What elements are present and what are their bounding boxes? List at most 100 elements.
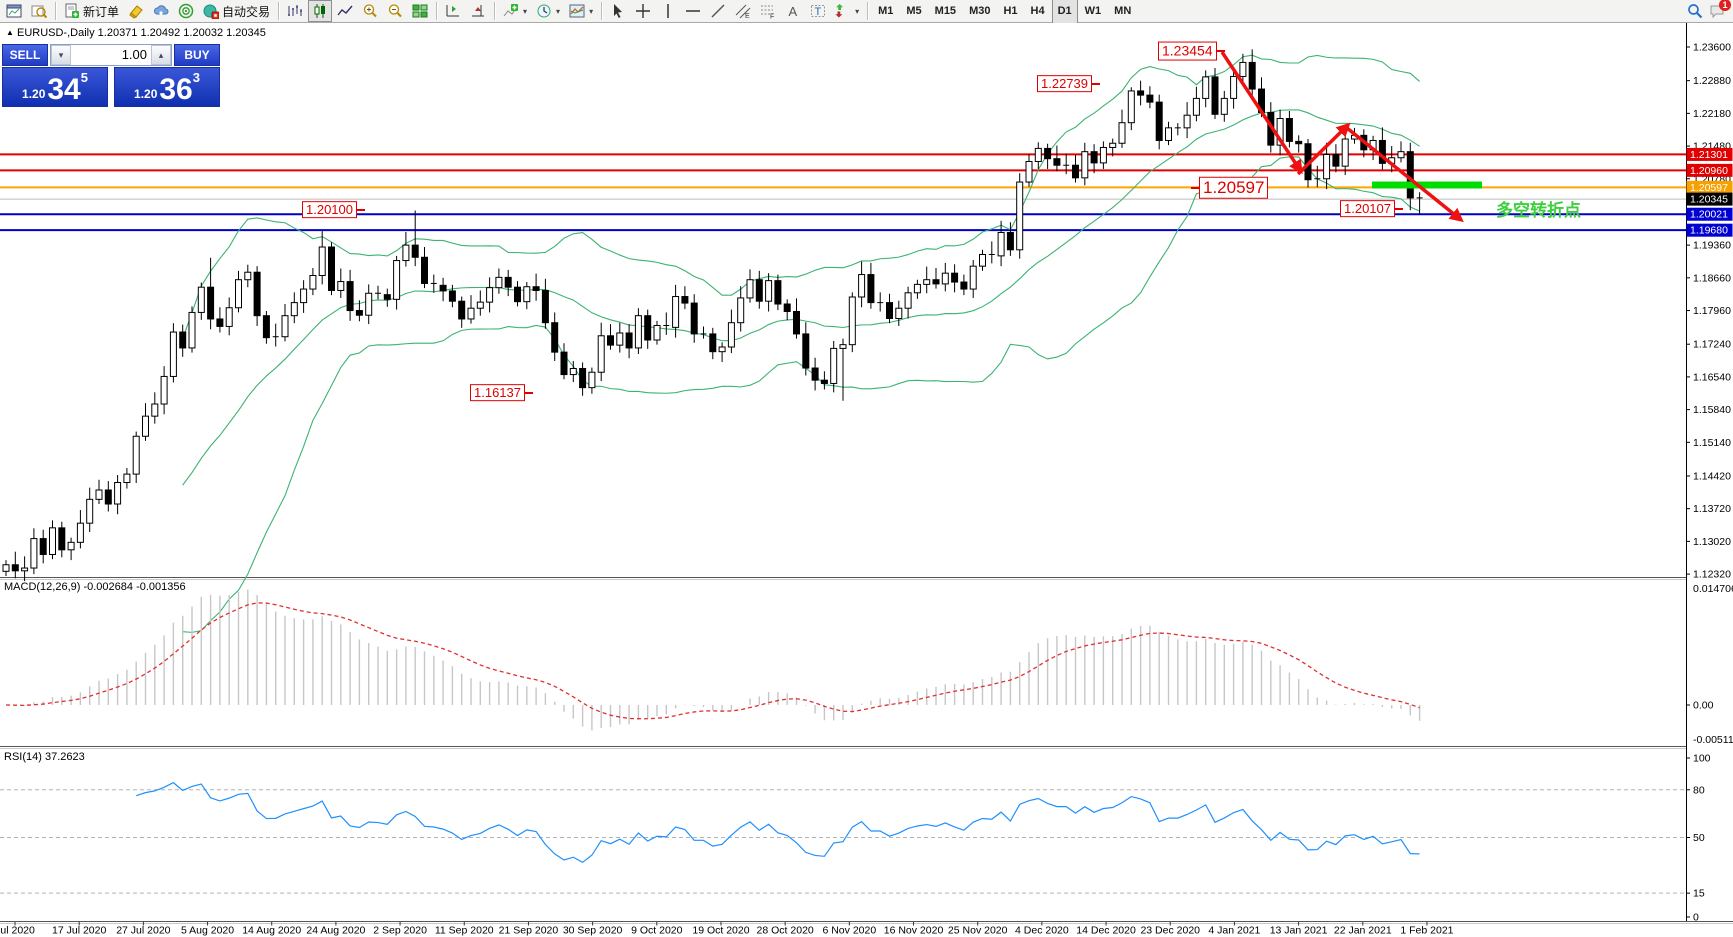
timeframe-m1[interactable]: M1 — [878, 5, 894, 17]
signals-button[interactable] — [174, 0, 198, 22]
symbol-ohlc-text: EURUSD-,Daily 1.20371 1.20492 1.20032 1.… — [16, 27, 266, 39]
indicators-button[interactable]: ▾ — [499, 0, 531, 22]
notifications-button[interactable]: 1 — [1709, 0, 1731, 19]
zoom-in-button[interactable] — [358, 0, 382, 22]
sell-button[interactable]: SELL — [2, 44, 48, 66]
tile-windows-button[interactable] — [408, 0, 432, 22]
svg-text:1.15840: 1.15840 — [1693, 404, 1731, 416]
trend-arrows[interactable] — [1220, 51, 1464, 223]
timeframe-d1[interactable]: D1 — [1051, 0, 1078, 24]
svg-text:F: F — [770, 14, 774, 20]
timeframe-h4[interactable]: H4 — [1030, 5, 1045, 17]
line-chart-icon — [337, 5, 353, 16]
volume-value[interactable]: 1.00 — [121, 47, 147, 62]
cursor-tool-button[interactable] — [606, 0, 630, 22]
text-label-icon: T — [811, 5, 826, 18]
crosshair-tool-button[interactable] — [631, 0, 655, 22]
autotrading-button[interactable]: 自动交易 — [199, 0, 274, 22]
new-order-button[interactable]: 新订单 — [60, 0, 123, 22]
horizontal-line-icon — [686, 10, 701, 12]
timeframe-m5[interactable]: M5 — [906, 5, 922, 17]
new-chart-button[interactable] — [2, 0, 26, 22]
zoom-out-button[interactable] — [383, 0, 407, 22]
svg-text:Jul 2020: Jul 2020 — [0, 925, 35, 937]
sell-price-prefix: 1.20 — [22, 87, 46, 101]
svg-text:A: A — [789, 4, 798, 19]
one-click-trading-panel: SELL ▾ 1.00 ▴ BUY 1.20 34 5 1.20 36 3 — [2, 44, 220, 107]
fibonacci-tool-button[interactable]: F — [756, 0, 780, 22]
price-label[interactable]: 1.20107 — [1340, 200, 1395, 218]
vertical-line-icon — [667, 4, 669, 18]
svg-text:11 Sep 2020: 11 Sep 2020 — [435, 925, 494, 937]
chevron-down-icon: ▾ — [523, 6, 528, 16]
horizontal-level-lines[interactable] — [0, 153, 1686, 232]
down-arrow-icon: ▾ — [58, 49, 64, 60]
svg-text:1.15140: 1.15140 — [1693, 437, 1731, 449]
price-label[interactable]: 1.22739 — [1037, 75, 1092, 93]
trendline-tool-button[interactable] — [706, 0, 730, 22]
community-button[interactable] — [149, 0, 173, 22]
periods-button[interactable]: ▾ — [532, 0, 564, 22]
svg-text:100: 100 — [1693, 753, 1711, 765]
search-icon[interactable] — [1687, 3, 1703, 19]
chart-shift-icon — [472, 5, 485, 17]
up-arrow-icon: ▴ — [158, 49, 164, 60]
buy-button[interactable]: BUY — [174, 44, 220, 66]
chevron-down-icon: ▾ — [855, 6, 860, 16]
price-label[interactable]: 1.16137 — [470, 384, 525, 402]
timeframe-w1[interactable]: W1 — [1084, 5, 1102, 17]
styler-button[interactable] — [124, 0, 148, 22]
price-label-connector — [525, 392, 533, 394]
text-tool-button[interactable]: A — [781, 0, 805, 22]
buy-price[interactable]: 1.20 36 3 — [114, 67, 220, 107]
vertical-line-tool-button[interactable] — [656, 0, 680, 22]
profiles-button[interactable] — [27, 0, 51, 22]
svg-text:24 Aug 2020: 24 Aug 2020 — [306, 925, 365, 937]
svg-text:30 Sep 2020: 30 Sep 2020 — [563, 925, 623, 937]
auto-scroll-button[interactable] — [441, 0, 465, 22]
chart-shift-button[interactable] — [466, 0, 490, 22]
volume-decrease-button[interactable]: ▾ — [51, 45, 71, 65]
autotrading-icon — [203, 4, 220, 19]
notification-badge: 1 — [1719, 0, 1731, 11]
arrows-tool-button[interactable]: ▾ — [831, 0, 863, 22]
sell-price[interactable]: 1.20 34 5 — [2, 67, 108, 107]
price-label[interactable]: 1.20597 — [1199, 176, 1269, 199]
macd-indicator — [5, 589, 1421, 731]
horizontal-line-tool-button[interactable] — [681, 0, 705, 22]
price-label[interactable]: 1.20100 — [302, 201, 357, 219]
date-axis[interactable]: Jul 2020 17 Jul 2020 27 Jul 2020 5 Aug 2020… — [0, 922, 1454, 937]
bar-chart-button[interactable] — [283, 0, 307, 22]
svg-text:0: 0 — [1693, 912, 1699, 924]
rsi-label: RSI(14) 37.2623 — [4, 751, 85, 763]
candlestick-chart-button[interactable] — [308, 0, 333, 22]
price-label[interactable]: 1.23454 — [1158, 41, 1217, 61]
text-label-tool-button[interactable]: T — [806, 0, 830, 22]
timeframe-m15[interactable]: M15 — [934, 5, 957, 17]
svg-text:17 Jul 2020: 17 Jul 2020 — [52, 925, 106, 937]
chart-window-icon — [6, 4, 22, 18]
buy-price-sup: 3 — [192, 70, 200, 85]
panel-frames — [0, 577, 1733, 924]
volume-increase-button[interactable]: ▴ — [151, 45, 171, 65]
new-order-icon — [65, 3, 79, 18]
price-label-connector — [1217, 50, 1225, 52]
svg-text:27 Jul 2020: 27 Jul 2020 — [116, 925, 170, 937]
separator — [494, 2, 496, 20]
support-highlight-bar[interactable] — [1372, 181, 1482, 189]
channel-tool-button[interactable]: E — [731, 0, 755, 22]
svg-text:4 Dec 2020: 4 Dec 2020 — [1015, 925, 1069, 937]
line-chart-button[interactable] — [333, 0, 357, 22]
zoom-in-icon — [363, 4, 377, 18]
timeframe-m30[interactable]: M30 — [969, 5, 991, 17]
svg-text:25 Nov 2020: 25 Nov 2020 — [948, 925, 1008, 937]
chart-background — [0, 23, 1733, 937]
price-axis[interactable]: 1.236001.228801.221801.214801.207801.193… — [1686, 42, 1733, 581]
sell-price-sup: 5 — [80, 70, 88, 85]
price-label-connector — [357, 209, 365, 211]
timeframe-h1[interactable]: H1 — [1003, 5, 1018, 17]
timeframe-mn[interactable]: MN — [1114, 5, 1132, 17]
templates-button[interactable]: ▾ — [565, 0, 597, 22]
svg-text:1.22880: 1.22880 — [1693, 75, 1731, 87]
